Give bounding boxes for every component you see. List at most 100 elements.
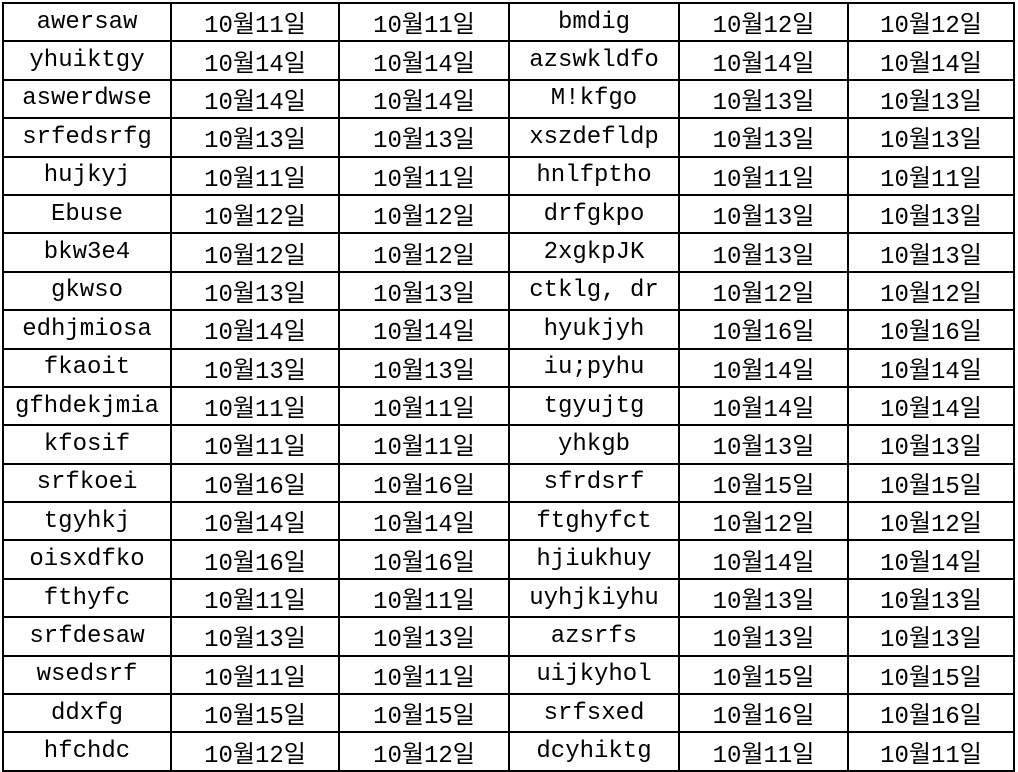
date-cell-2[interactable]: 10월11일 [338, 424, 510, 465]
name-cell-left[interactable]: hfchdc [2, 731, 172, 772]
date-cell-2[interactable]: 10월14일 [338, 501, 510, 542]
date-cell-1[interactable]: 10월13일 [170, 117, 340, 158]
name-cell-left[interactable]: awersaw [2, 1, 172, 43]
date-cell-2[interactable]: 10월13일 [338, 616, 510, 657]
date-cell-2[interactable]: 10월12일 [338, 193, 510, 235]
name-cell-right[interactable]: azswkldfo [508, 40, 680, 81]
date-cell-3[interactable]: 10월12일 [678, 270, 849, 312]
date-cell-4[interactable]: 10월13일 [847, 616, 1015, 657]
name-cell-left[interactable]: tgyhkj [2, 501, 172, 542]
name-cell-left[interactable]: ddxfg [2, 693, 172, 734]
date-cell-1[interactable]: 10월13일 [170, 347, 340, 388]
date-cell-4[interactable]: 10월15일 [847, 654, 1015, 696]
date-cell-3[interactable]: 10월12일 [678, 1, 849, 43]
date-cell-3[interactable]: 10월13일 [678, 117, 849, 158]
date-cell-4[interactable]: 10월14일 [847, 539, 1015, 580]
name-cell-left[interactable]: bkw3e4 [2, 232, 172, 273]
name-cell-left[interactable]: edhjmiosa [2, 309, 172, 350]
name-cell-left[interactable]: gfhdekjmia [2, 385, 172, 427]
date-cell-2[interactable]: 10월13일 [338, 347, 510, 388]
date-cell-3[interactable]: 10월14일 [678, 40, 849, 81]
date-cell-4[interactable]: 10월14일 [847, 385, 1015, 427]
date-cell-1[interactable]: 10월14일 [170, 501, 340, 542]
name-cell-right[interactable]: uijkyhol [508, 654, 680, 696]
date-cell-2[interactable]: 10월11일 [338, 577, 510, 619]
name-cell-right[interactable]: ftghyfct [508, 501, 680, 542]
name-cell-left[interactable]: srfedsrfg [2, 117, 172, 158]
date-cell-1[interactable]: 10월15일 [170, 693, 340, 734]
date-cell-3[interactable]: 10월14일 [678, 539, 849, 580]
name-cell-left[interactable]: kfosif [2, 424, 172, 465]
date-cell-2[interactable]: 10월11일 [338, 155, 510, 196]
date-cell-1[interactable]: 10월14일 [170, 40, 340, 81]
date-cell-1[interactable]: 10월14일 [170, 309, 340, 350]
name-cell-left[interactable]: hujkyj [2, 155, 172, 196]
date-cell-4[interactable]: 10월15일 [847, 462, 1015, 504]
date-cell-2[interactable]: 10월11일 [338, 385, 510, 427]
name-cell-left[interactable]: srfkoei [2, 462, 172, 504]
date-cell-4[interactable]: 10월13일 [847, 232, 1015, 273]
name-cell-right[interactable]: yhkgb [508, 424, 680, 465]
date-cell-1[interactable]: 10월12일 [170, 232, 340, 273]
date-cell-1[interactable]: 10월16일 [170, 462, 340, 504]
name-cell-right[interactable]: dcyhiktg [508, 731, 680, 772]
date-cell-1[interactable]: 10월14일 [170, 78, 340, 120]
name-cell-right[interactable]: hyukjyh [508, 309, 680, 350]
name-cell-right[interactable]: xszdefldp [508, 117, 680, 158]
date-cell-1[interactable]: 10월12일 [170, 731, 340, 772]
date-cell-3[interactable]: 10월14일 [678, 347, 849, 388]
date-cell-1[interactable]: 10월11일 [170, 385, 340, 427]
date-cell-4[interactable]: 10월14일 [847, 347, 1015, 388]
date-cell-2[interactable]: 10월16일 [338, 462, 510, 504]
date-cell-2[interactable]: 10월16일 [338, 539, 510, 580]
date-cell-4[interactable]: 10월14일 [847, 40, 1015, 81]
date-cell-3[interactable]: 10월16일 [678, 693, 849, 734]
date-cell-3[interactable]: 10월11일 [678, 155, 849, 196]
name-cell-left[interactable]: srfdesaw [2, 616, 172, 657]
date-cell-3[interactable]: 10월13일 [678, 193, 849, 235]
date-cell-1[interactable]: 10월16일 [170, 539, 340, 580]
date-cell-3[interactable]: 10월13일 [678, 616, 849, 657]
date-cell-2[interactable]: 10월11일 [338, 654, 510, 696]
date-cell-4[interactable]: 10월16일 [847, 693, 1015, 734]
date-cell-2[interactable]: 10월13일 [338, 117, 510, 158]
name-cell-right[interactable]: M!kfgo [508, 78, 680, 120]
date-cell-3[interactable]: 10월11일 [678, 731, 849, 772]
date-cell-2[interactable]: 10월14일 [338, 40, 510, 81]
date-cell-3[interactable]: 10월13일 [678, 577, 849, 619]
name-cell-right[interactable]: azsrfs [508, 616, 680, 657]
date-cell-4[interactable]: 10월13일 [847, 193, 1015, 235]
name-cell-right[interactable]: srfsxed [508, 693, 680, 734]
date-cell-1[interactable]: 10월11일 [170, 654, 340, 696]
date-cell-3[interactable]: 10월16일 [678, 309, 849, 350]
name-cell-left[interactable]: fthyfc [2, 577, 172, 619]
date-cell-4[interactable]: 10월12일 [847, 270, 1015, 312]
date-cell-3[interactable]: 10월13일 [678, 424, 849, 465]
date-cell-4[interactable]: 10월13일 [847, 117, 1015, 158]
name-cell-left[interactable]: yhuiktgy [2, 40, 172, 81]
date-cell-2[interactable]: 10월11일 [338, 1, 510, 43]
date-cell-1[interactable]: 10월11일 [170, 424, 340, 465]
date-cell-4[interactable]: 10월13일 [847, 424, 1015, 465]
name-cell-right[interactable]: sfrdsrf [508, 462, 680, 504]
date-cell-4[interactable]: 10월12일 [847, 1, 1015, 43]
date-cell-3[interactable]: 10월15일 [678, 654, 849, 696]
date-cell-1[interactable]: 10월11일 [170, 577, 340, 619]
name-cell-right[interactable]: 2xgkpJK [508, 232, 680, 273]
date-cell-2[interactable]: 10월14일 [338, 78, 510, 120]
name-cell-right[interactable]: iu;pyhu [508, 347, 680, 388]
name-cell-right[interactable]: drfgkpo [508, 193, 680, 235]
date-cell-4[interactable]: 10월13일 [847, 78, 1015, 120]
date-cell-2[interactable]: 10월14일 [338, 309, 510, 350]
date-cell-1[interactable]: 10월11일 [170, 1, 340, 43]
date-cell-1[interactable]: 10월13일 [170, 270, 340, 312]
name-cell-left[interactable]: gkwso [2, 270, 172, 312]
date-cell-1[interactable]: 10월11일 [170, 155, 340, 196]
date-cell-2[interactable]: 10월15일 [338, 693, 510, 734]
name-cell-left[interactable]: Ebuse [2, 193, 172, 235]
date-cell-1[interactable]: 10월12일 [170, 193, 340, 235]
date-cell-3[interactable]: 10월14일 [678, 385, 849, 427]
name-cell-right[interactable]: hnlfptho [508, 155, 680, 196]
date-cell-3[interactable]: 10월12일 [678, 501, 849, 542]
date-cell-4[interactable]: 10월11일 [847, 731, 1015, 772]
